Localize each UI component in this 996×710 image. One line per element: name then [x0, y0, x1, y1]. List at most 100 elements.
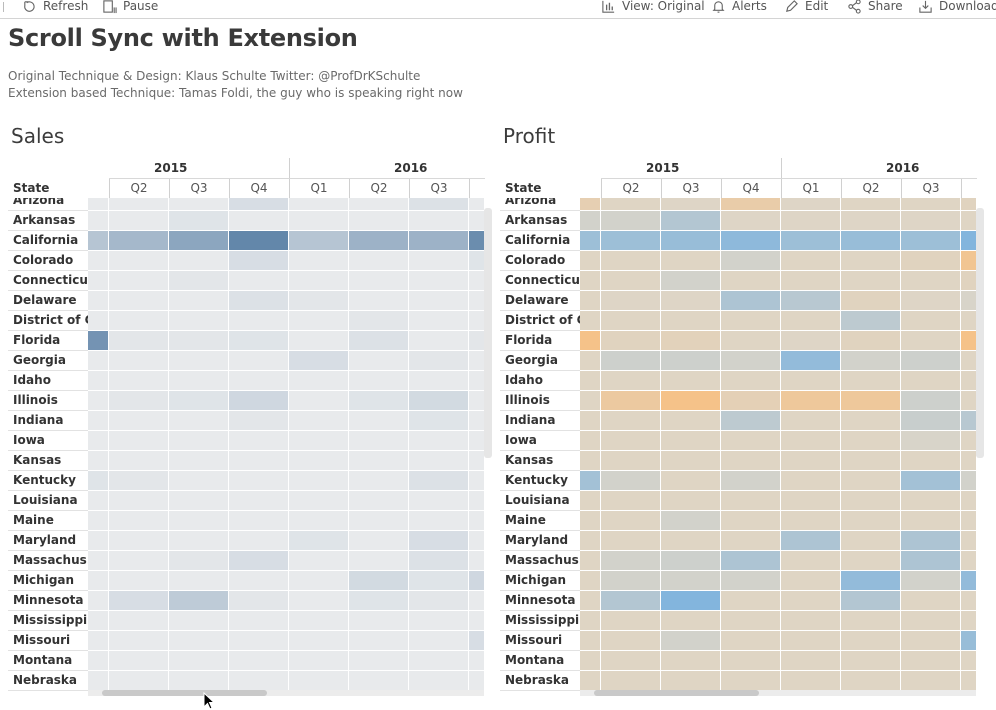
heatmap-cell[interactable]: [88, 231, 109, 250]
heatmap-cell[interactable]: [841, 631, 901, 650]
heatmap-cell[interactable]: [409, 411, 469, 430]
heatmap-cell[interactable]: [469, 491, 485, 510]
heatmap-cell[interactable]: [109, 451, 169, 470]
heatmap-cell[interactable]: [169, 371, 229, 390]
heatmap-cell[interactable]: [901, 591, 961, 610]
table-row[interactable]: Georgia: [8, 351, 485, 371]
heatmap-cell[interactable]: [349, 571, 409, 590]
heatmap-cell[interactable]: [661, 551, 721, 570]
heatmap-cell[interactable]: [661, 331, 721, 350]
heatmap-cell[interactable]: [88, 451, 109, 470]
heatmap-cell[interactable]: [781, 451, 841, 470]
table-row[interactable]: Connecticut: [8, 271, 485, 291]
heatmap-cell[interactable]: [88, 331, 109, 350]
heatmap-cell[interactable]: [409, 198, 469, 210]
heatmap-cell[interactable]: [88, 251, 109, 270]
heatmap-cell[interactable]: [229, 311, 289, 330]
heatmap-cell[interactable]: [580, 591, 601, 610]
heatmap-cell[interactable]: [229, 451, 289, 470]
heatmap-cell[interactable]: [349, 611, 409, 630]
heatmap-cell[interactable]: [469, 651, 485, 670]
table-row[interactable]: Delaware: [8, 291, 485, 311]
heatmap-cell[interactable]: [349, 671, 409, 690]
heatmap-cell[interactable]: [841, 311, 901, 330]
heatmap-cell[interactable]: [229, 511, 289, 530]
heatmap-cell[interactable]: [601, 371, 661, 390]
heatmap-cell[interactable]: [229, 531, 289, 550]
heatmap-cell[interactable]: [961, 251, 977, 270]
heatmap-cell[interactable]: [169, 511, 229, 530]
horizontal-scrollbar[interactable]: [580, 690, 976, 696]
heatmap-cell[interactable]: [721, 471, 781, 490]
heatmap-cell[interactable]: [409, 631, 469, 650]
heatmap-cell[interactable]: [580, 411, 601, 430]
heatmap-cell[interactable]: [901, 198, 961, 210]
heatmap-cell[interactable]: [409, 271, 469, 290]
heatmap-cell[interactable]: [229, 651, 289, 670]
heatmap-cell[interactable]: [169, 591, 229, 610]
heatmap-cell[interactable]: [580, 431, 601, 450]
heatmap-cell[interactable]: [721, 531, 781, 550]
heatmap-cell[interactable]: [841, 391, 901, 410]
table-row[interactable]: Massachus..: [500, 551, 977, 571]
heatmap-cell[interactable]: [469, 571, 485, 590]
heatmap-cell[interactable]: [109, 198, 169, 210]
heatmap-cell[interactable]: [580, 391, 601, 410]
heatmap-cell[interactable]: [841, 331, 901, 350]
heatmap-cell[interactable]: [841, 491, 901, 510]
heatmap-cell[interactable]: [229, 631, 289, 650]
heatmap-cell[interactable]: [661, 271, 721, 290]
heatmap-cell[interactable]: [781, 631, 841, 650]
heatmap-cell[interactable]: [109, 591, 169, 610]
heatmap-cell[interactable]: [229, 491, 289, 510]
heatmap-cell[interactable]: [409, 371, 469, 390]
heatmap-cell[interactable]: [601, 251, 661, 270]
heatmap-cell[interactable]: [349, 591, 409, 610]
heatmap-cell[interactable]: [601, 591, 661, 610]
heatmap-cell[interactable]: [841, 431, 901, 450]
heatmap-cell[interactable]: [781, 331, 841, 350]
heatmap-cell[interactable]: [580, 251, 601, 270]
heatmap-cell[interactable]: [901, 491, 961, 510]
heatmap-cell[interactable]: [469, 271, 485, 290]
heatmap-cell[interactable]: [781, 491, 841, 510]
heatmap-cell[interactable]: [781, 371, 841, 390]
heatmap-cell[interactable]: [349, 311, 409, 330]
heatmap-cell[interactable]: [901, 271, 961, 290]
heatmap-cell[interactable]: [289, 451, 349, 470]
heatmap-cell[interactable]: [601, 671, 661, 690]
heatmap-cell[interactable]: [601, 211, 661, 230]
table-row[interactable]: Montana: [500, 651, 977, 671]
heatmap-cell[interactable]: [601, 331, 661, 350]
heatmap-cell[interactable]: [661, 231, 721, 250]
heatmap-cell[interactable]: [781, 571, 841, 590]
table-row[interactable]: Missouri: [500, 631, 977, 651]
heatmap-cell[interactable]: [349, 651, 409, 670]
heatmap-cell[interactable]: [661, 371, 721, 390]
sales-heatmap[interactable]: Arizona Arkansas California Colorado Connect…: [8, 198, 485, 692]
heatmap-cell[interactable]: [781, 211, 841, 230]
heatmap-cell[interactable]: [349, 451, 409, 470]
heatmap-cell[interactable]: [901, 611, 961, 630]
table-row[interactable]: Nebraska: [500, 671, 977, 691]
heatmap-cell[interactable]: [580, 211, 601, 230]
heatmap-cell[interactable]: [88, 351, 109, 370]
edit-button[interactable]: Edit: [784, 0, 828, 14]
heatmap-cell[interactable]: [901, 631, 961, 650]
heatmap-cell[interactable]: [580, 331, 601, 350]
heatmap-cell[interactable]: [88, 531, 109, 550]
heatmap-cell[interactable]: [349, 198, 409, 210]
heatmap-cell[interactable]: [781, 351, 841, 370]
table-row[interactable]: California: [8, 231, 485, 251]
heatmap-cell[interactable]: [580, 231, 601, 250]
heatmap-cell[interactable]: [469, 211, 485, 230]
heatmap-cell[interactable]: [469, 471, 485, 490]
heatmap-cell[interactable]: [901, 431, 961, 450]
heatmap-cell[interactable]: [841, 471, 901, 490]
heatmap-cell[interactable]: [409, 551, 469, 570]
heatmap-cell[interactable]: [409, 351, 469, 370]
heatmap-cell[interactable]: [289, 271, 349, 290]
heatmap-cell[interactable]: [580, 351, 601, 370]
heatmap-cell[interactable]: [961, 431, 977, 450]
heatmap-cell[interactable]: [169, 491, 229, 510]
